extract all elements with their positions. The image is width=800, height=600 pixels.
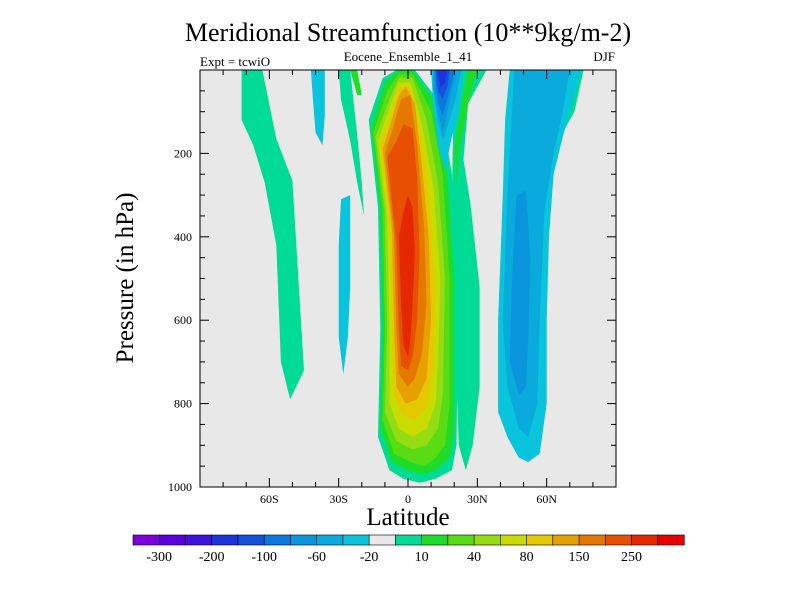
experiment-label: Expt = tcwiO xyxy=(200,54,270,69)
season-label: DJF xyxy=(593,49,615,64)
colorbar-swatch xyxy=(316,534,344,546)
colorbar-swatch xyxy=(368,534,396,546)
colorbar-swatch xyxy=(263,534,292,546)
reduced-region-22 xyxy=(509,190,531,396)
colorbar-swatch xyxy=(185,534,213,546)
y-tick-label: 800 xyxy=(174,397,192,411)
colorbar-label: -20 xyxy=(360,550,379,565)
y-axis-label: Pressure (in hPa) xyxy=(112,193,139,364)
colorbar-swatch xyxy=(657,534,685,546)
enhanced-region-7 xyxy=(350,70,362,95)
colorbar-swatch xyxy=(132,534,160,546)
enhanced-region-15 xyxy=(398,195,415,358)
colorbar-swatch xyxy=(237,534,265,546)
colorbar: -300 -200 -100 -60 -20 10 40 80 150 250 xyxy=(132,534,685,565)
x-tick-label: 60N xyxy=(536,492,557,506)
chart-title: Meridional Streamfunction (10**9kg/m-2) xyxy=(185,18,631,47)
enhanced-region-0 xyxy=(241,70,304,400)
x-tick-label: 60S xyxy=(260,492,279,506)
y-tick-label: 1000 xyxy=(168,480,192,494)
chart-subtitle: Eocene_Ensemble_1_41 xyxy=(344,49,473,64)
colorbar-label: -200 xyxy=(199,550,225,565)
axis-ticks: 60S 30S 0 30N 60N 200 400 600 800 1000 xyxy=(168,70,616,506)
enhanced-region-2 xyxy=(451,70,487,471)
colorbar-swatch xyxy=(158,534,187,546)
x-tick-label: 30S xyxy=(329,492,348,506)
y-tick-label: 600 xyxy=(174,313,192,327)
contour-regions xyxy=(241,70,584,483)
colorbar-label: -100 xyxy=(251,550,277,565)
y-tick-label: 400 xyxy=(174,230,192,244)
y-tick-label: 200 xyxy=(174,146,192,160)
colorbar-label: 10 xyxy=(415,550,429,565)
plot-area: 60S 30S 0 30N 60N 200 400 600 800 1000 xyxy=(168,69,617,506)
colorbar-swatch xyxy=(342,534,370,546)
colorbar-swatch xyxy=(290,534,318,546)
reduced-region-16 xyxy=(310,70,325,146)
enhanced-region-6 xyxy=(454,70,478,187)
colorbar-swatch xyxy=(395,534,423,546)
colorbar-swatch xyxy=(500,534,528,546)
x-axis-label: Latitude xyxy=(366,504,449,531)
x-tick-label: 0 xyxy=(405,492,411,506)
x-tick-label: 30N xyxy=(467,492,488,506)
colorbar-label: 80 xyxy=(520,550,534,565)
colorbar-label: -300 xyxy=(146,550,172,565)
colorbar-swatch xyxy=(552,534,580,546)
colorbar-label: 40 xyxy=(467,550,481,565)
reduced-region-17 xyxy=(338,195,351,375)
colorbar-swatch xyxy=(421,534,449,546)
colorbar-swatch xyxy=(604,534,633,546)
colorbar-swatch xyxy=(211,534,239,546)
enhanced-region-1 xyxy=(338,70,365,216)
colorbar-swatch xyxy=(526,534,554,546)
colorbar-label: -60 xyxy=(307,550,326,565)
colorbar-label: 250 xyxy=(621,550,642,565)
reduced-region-26 xyxy=(438,70,448,87)
colorbar-swatch xyxy=(578,534,606,546)
colorbar-swatch xyxy=(447,534,475,546)
colorbar-swatch xyxy=(631,534,659,546)
colorbar-label: 150 xyxy=(569,550,590,565)
colorbar-swatch xyxy=(473,534,501,546)
